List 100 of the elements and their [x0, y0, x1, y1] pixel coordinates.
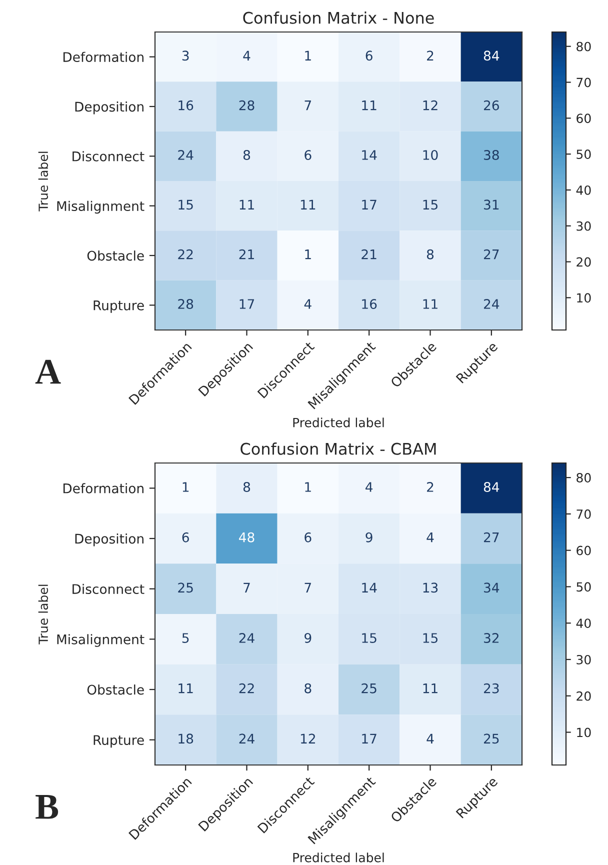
- x-axis-title: Predicted label: [293, 852, 384, 862]
- data-label: 27: [484, 249, 499, 260]
- data-label: 7: [304, 582, 311, 592]
- data-label: 11: [178, 684, 193, 694]
- data-label: 15: [178, 200, 193, 210]
- color-bar-label: 80: [576, 42, 591, 52]
- data-label: 84: [484, 482, 500, 492]
- data-label: 15: [423, 633, 438, 643]
- data-label: 12: [423, 100, 438, 110]
- data-label: 11: [423, 299, 438, 309]
- data-label: 14: [362, 150, 377, 160]
- chart-title: Confusion Matrix - CBAM: [240, 442, 436, 455]
- data-label: 31: [484, 200, 499, 210]
- data-label: 6: [304, 150, 312, 160]
- data-label: 2: [427, 482, 434, 492]
- data-label: 5: [182, 633, 189, 643]
- data-label: 16: [362, 299, 377, 309]
- data-label: 8: [243, 150, 250, 160]
- y-tick-label: Rupture: [94, 300, 144, 313]
- y-tick-label: Deformation: [63, 483, 144, 494]
- data-label: 21: [239, 249, 254, 260]
- data-label: 84: [484, 50, 500, 61]
- data-label: 1: [305, 250, 311, 260]
- y-tick-label: Misalignment: [57, 200, 144, 214]
- data-label: 28: [239, 100, 254, 110]
- chart-title: Confusion Matrix - None: [243, 12, 434, 24]
- color-bar-label: 30: [576, 221, 591, 231]
- data-label: 4: [243, 50, 250, 60]
- data-label: 15: [423, 200, 438, 210]
- data-label: 12: [300, 734, 315, 744]
- data-label: 8: [243, 482, 250, 492]
- data-label: 11: [300, 200, 316, 210]
- data-label: 11: [362, 100, 376, 110]
- data-label: 25: [484, 734, 499, 744]
- data-label: 7: [244, 582, 250, 592]
- data-label: 24: [484, 299, 500, 309]
- y-tick-label: Disconnect: [72, 584, 144, 594]
- data-label: 4: [426, 532, 434, 542]
- data-label: 34: [484, 582, 500, 593]
- y-tick-label: Deposition: [75, 533, 144, 546]
- data-label: 15: [362, 633, 376, 643]
- text: B: [36, 795, 58, 819]
- data-label: 6: [304, 532, 312, 542]
- data-label: 14: [362, 582, 377, 592]
- data-label: 17: [240, 299, 254, 309]
- color-bar-label: 50: [576, 150, 591, 159]
- data-label: 13: [423, 582, 438, 593]
- data-label: 7: [304, 100, 311, 110]
- data-label: 24: [239, 734, 254, 744]
- y-tick-label: Rupture: [94, 735, 144, 748]
- data-label: 1: [305, 50, 311, 60]
- data-label: 23: [484, 683, 499, 694]
- data-label: 4: [366, 482, 373, 492]
- data-label: 17: [362, 734, 376, 744]
- data-label: 48: [239, 532, 254, 542]
- y-axis-title: True label: [38, 584, 48, 644]
- data-label: 25: [178, 582, 193, 593]
- y-tick-label: Deformation: [63, 52, 144, 62]
- data-label: 32: [484, 633, 498, 643]
- data-label: 17: [362, 200, 376, 210]
- data-label: 2: [427, 50, 434, 60]
- color-bar-label: 60: [576, 546, 591, 556]
- data-label: 11: [240, 200, 254, 210]
- color-bar-label: 40: [576, 618, 591, 628]
- x-axis-title: Predicted label: [293, 418, 384, 428]
- text: A: [35, 360, 61, 384]
- data-label: 11: [423, 684, 438, 694]
- y-tick-label: Obstacle: [87, 684, 144, 695]
- color-bar-label: 40: [576, 185, 591, 195]
- color-bar-label: 10: [577, 293, 591, 303]
- data-label: 38: [484, 150, 499, 160]
- color-bar-label: 50: [576, 582, 591, 592]
- data-label: 6: [182, 532, 189, 542]
- data-label: 8: [304, 683, 312, 694]
- data-label: 4: [304, 299, 312, 309]
- data-label: 24: [178, 150, 194, 160]
- color-bar-label: 60: [576, 114, 591, 124]
- color-bar-label: 10: [577, 728, 591, 738]
- data-label: 1: [182, 482, 189, 492]
- data-label: 28: [178, 299, 194, 309]
- y-tick-label: Deposition: [75, 101, 144, 114]
- color-bar-label: 20: [576, 691, 591, 701]
- data-label: 22: [178, 249, 193, 260]
- color-bar-label: 30: [576, 654, 591, 664]
- data-label: 21: [362, 249, 376, 260]
- color-bar-label: 20: [576, 257, 591, 267]
- data-label: 4: [426, 734, 434, 744]
- data-label: 25: [362, 683, 376, 694]
- data-label: 6: [366, 50, 372, 61]
- y-tick-label: Obstacle: [87, 250, 144, 261]
- data-label: 10: [423, 150, 438, 160]
- data-label: 22: [239, 683, 254, 694]
- y-tick-label: Disconnect: [72, 151, 144, 162]
- data-label: 24: [239, 633, 254, 643]
- color-bar-label: 70: [576, 509, 591, 519]
- color-bar-label: 80: [576, 473, 591, 482]
- data-label: 3: [182, 50, 189, 61]
- y-axis-title: True label: [38, 152, 48, 212]
- data-label: 18: [178, 734, 194, 744]
- data-label: 8: [426, 249, 434, 260]
